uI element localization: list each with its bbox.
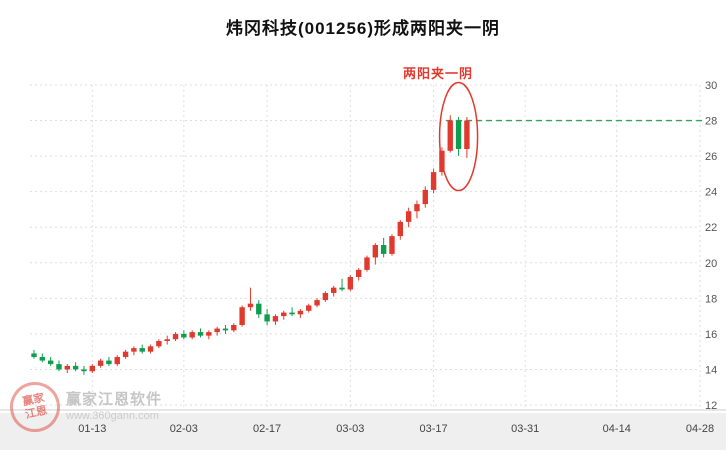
candle-body <box>197 332 204 336</box>
candle-body <box>380 245 387 254</box>
y-axis-tick-label: 14 <box>705 364 717 376</box>
candle-body <box>322 293 329 301</box>
candle-body <box>156 341 162 347</box>
candle-body <box>272 316 279 322</box>
candle-body <box>239 307 245 325</box>
candle-body <box>306 305 312 311</box>
candle-body <box>106 360 112 365</box>
candle-body <box>81 369 87 372</box>
candle-body <box>31 353 37 357</box>
y-axis-tick-label: 28 <box>705 116 717 128</box>
candle-body <box>164 339 170 341</box>
candle-body <box>189 332 195 338</box>
candle-body <box>447 120 453 151</box>
x-axis-tick-label: 01-13 <box>78 423 106 435</box>
candle-body <box>222 328 229 331</box>
watermark-url: www.360gann.com <box>66 410 159 422</box>
x-axis-tick-label: 04-28 <box>686 423 714 435</box>
candle-body <box>455 120 462 149</box>
candle-body <box>289 312 295 315</box>
candle-body <box>397 221 403 237</box>
x-axis-tick-label: 02-03 <box>170 423 198 435</box>
y-axis-tick-label: 22 <box>705 222 717 234</box>
candle-body <box>56 364 62 370</box>
y-axis-tick-label: 24 <box>705 187 717 199</box>
candle-body <box>347 277 354 290</box>
candle-body <box>422 189 428 205</box>
candle-body <box>281 312 287 317</box>
candle-body <box>114 357 120 365</box>
candle-body <box>139 348 145 352</box>
candle-body <box>172 333 179 340</box>
candle-body <box>39 357 46 361</box>
candle-body <box>264 314 270 322</box>
candle-body <box>89 365 95 372</box>
x-axis-tick-label: 03-17 <box>420 423 448 435</box>
candle-body <box>131 348 137 352</box>
candle-body <box>389 236 395 254</box>
candle-body <box>339 287 345 290</box>
candle-body <box>430 172 437 190</box>
x-axis-tick-label: 03-03 <box>336 423 364 435</box>
x-axis-tick-label: 04-14 <box>603 423 631 435</box>
x-axis-tick-label: 03-31 <box>511 423 539 435</box>
candle-body <box>214 328 220 333</box>
candle-body <box>464 120 470 149</box>
y-axis-tick-label: 12 <box>705 400 717 412</box>
y-axis-tick-label: 30 <box>705 80 717 92</box>
candle-body <box>97 360 104 366</box>
candle-body <box>122 351 129 357</box>
y-axis-tick-label: 16 <box>705 329 717 341</box>
candle-body <box>256 303 262 315</box>
candle-body <box>355 269 362 277</box>
candle-body <box>405 211 412 222</box>
candle-body <box>314 300 320 306</box>
candle-body <box>247 303 254 308</box>
y-axis-tick-label: 20 <box>705 258 717 270</box>
x-axis-band <box>0 413 726 450</box>
pattern-annotation-label: 两阳夹一阴 <box>403 66 474 81</box>
candle-body <box>206 332 212 336</box>
page-title: 炜冈科技(001256)形成两阳夹一阴 <box>225 19 501 38</box>
pattern-highlight-ellipse <box>438 81 479 192</box>
candle-body <box>364 257 370 270</box>
candle-body <box>331 287 337 293</box>
y-axis-tick-label: 18 <box>705 293 717 305</box>
candle-body <box>297 310 304 315</box>
candle-body <box>231 325 237 331</box>
y-axis-tick-label: 26 <box>705 151 717 163</box>
candle-body <box>64 365 70 370</box>
candle-body <box>47 360 54 365</box>
candle-body <box>414 204 420 212</box>
candle-body <box>147 346 154 352</box>
candle-body <box>372 245 379 258</box>
x-axis-tick-label: 02-17 <box>253 423 281 435</box>
watermark-brand: 赢家江恩软件 <box>66 391 163 408</box>
candle-body <box>72 365 79 370</box>
candle-body <box>181 333 187 338</box>
